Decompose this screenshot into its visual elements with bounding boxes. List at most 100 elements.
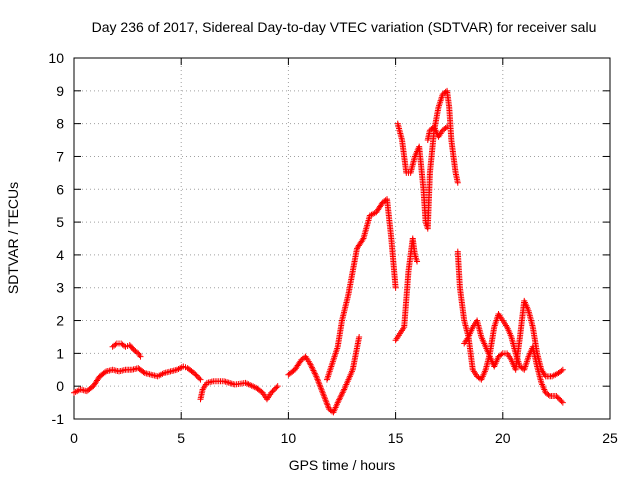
y-tick-label: 6	[56, 181, 64, 197]
data-point	[312, 371, 319, 378]
data-point	[498, 351, 505, 358]
data-point	[112, 341, 119, 348]
data-point	[319, 388, 326, 395]
data-point	[315, 379, 322, 386]
data-point	[268, 389, 275, 396]
data-point	[454, 179, 461, 186]
data-point	[306, 360, 313, 367]
data-point	[317, 385, 324, 392]
data-point	[414, 258, 421, 265]
data-point	[269, 388, 276, 395]
data-point	[311, 370, 318, 377]
data-point	[313, 374, 320, 381]
data-point	[324, 401, 331, 408]
x-tick-label: 5	[177, 430, 185, 446]
y-tick-label: 0	[56, 378, 64, 394]
data-point	[339, 389, 346, 396]
data-point	[554, 394, 561, 401]
data-point	[359, 236, 366, 243]
data-point	[337, 393, 344, 400]
y-tick-label: 5	[56, 214, 64, 230]
data-point	[197, 376, 204, 383]
data-point	[320, 392, 327, 399]
data-point	[315, 377, 322, 384]
data-point	[336, 396, 343, 403]
data-point	[321, 394, 328, 401]
data-point	[392, 284, 399, 291]
x-tick-label: 0	[70, 430, 78, 446]
x-tick-label: 20	[495, 430, 511, 446]
data-point	[317, 383, 324, 390]
data-point	[555, 395, 562, 402]
data-points	[71, 87, 566, 416]
data-point	[322, 397, 329, 404]
data-point	[553, 393, 560, 400]
y-tick-label: 2	[56, 313, 64, 329]
data-point	[274, 383, 281, 390]
data-point	[557, 396, 564, 403]
data-point	[323, 400, 330, 407]
data-point	[273, 384, 280, 391]
data-point	[335, 398, 342, 405]
data-point	[310, 367, 317, 374]
data-point	[323, 398, 330, 405]
data-point	[444, 123, 451, 130]
y-axis-label: SDTVAR / TECUs	[5, 182, 21, 294]
data-point	[196, 375, 203, 382]
data-point	[559, 399, 566, 406]
data-point	[133, 349, 140, 356]
y-tick-label: 4	[56, 247, 64, 263]
chart-title: Day 236 of 2017, Sidereal Day-to-day VTE…	[92, 19, 597, 35]
data-point	[191, 370, 198, 377]
y-tick-label: 8	[56, 116, 64, 132]
x-axis-label: GPS time / hours	[289, 457, 396, 473]
data-point	[137, 353, 144, 360]
data-point	[334, 399, 341, 406]
data-point	[314, 376, 321, 383]
data-point	[316, 380, 323, 387]
data-point	[194, 373, 201, 380]
data-point	[340, 387, 347, 394]
data-point	[558, 398, 565, 405]
data-point	[442, 125, 449, 132]
data-point	[324, 403, 331, 410]
data-point	[301, 354, 308, 361]
data-point	[308, 363, 315, 370]
data-point	[193, 372, 200, 379]
data-point	[318, 386, 325, 393]
data-point	[336, 395, 343, 402]
data-point	[558, 367, 565, 374]
data-point	[308, 364, 315, 371]
data-point	[545, 391, 552, 398]
plot-frame	[73, 57, 611, 420]
data-point	[356, 333, 363, 340]
grid	[74, 58, 610, 419]
data-point	[322, 395, 329, 402]
data-point	[140, 369, 147, 376]
data-point	[320, 391, 327, 398]
data-point	[338, 392, 345, 399]
data-point	[309, 366, 316, 373]
y-tick-label: 3	[56, 280, 64, 296]
data-point	[319, 389, 326, 396]
data-point	[339, 390, 345, 397]
data-point	[311, 368, 318, 375]
y-tick-label: 1	[56, 345, 64, 361]
data-point	[192, 371, 199, 378]
data-point	[272, 385, 279, 392]
x-tick-label: 25	[602, 430, 618, 446]
data-point	[307, 361, 314, 368]
data-point	[559, 366, 566, 373]
data-point	[316, 382, 323, 389]
y-tick-label: 9	[56, 83, 64, 99]
data-point	[270, 387, 277, 394]
y-tick-label: 7	[56, 148, 64, 164]
data-point	[101, 369, 108, 376]
data-point	[313, 373, 320, 380]
ticks: -1 0 1 2 3 4 5 6 7 8 9 10 0 5 10 15 20 25	[48, 50, 618, 446]
y-tick-label: 10	[48, 50, 64, 66]
y-tick-label: -1	[52, 411, 65, 427]
x-tick-label: 15	[388, 430, 404, 446]
x-tick-label: 10	[281, 430, 297, 446]
